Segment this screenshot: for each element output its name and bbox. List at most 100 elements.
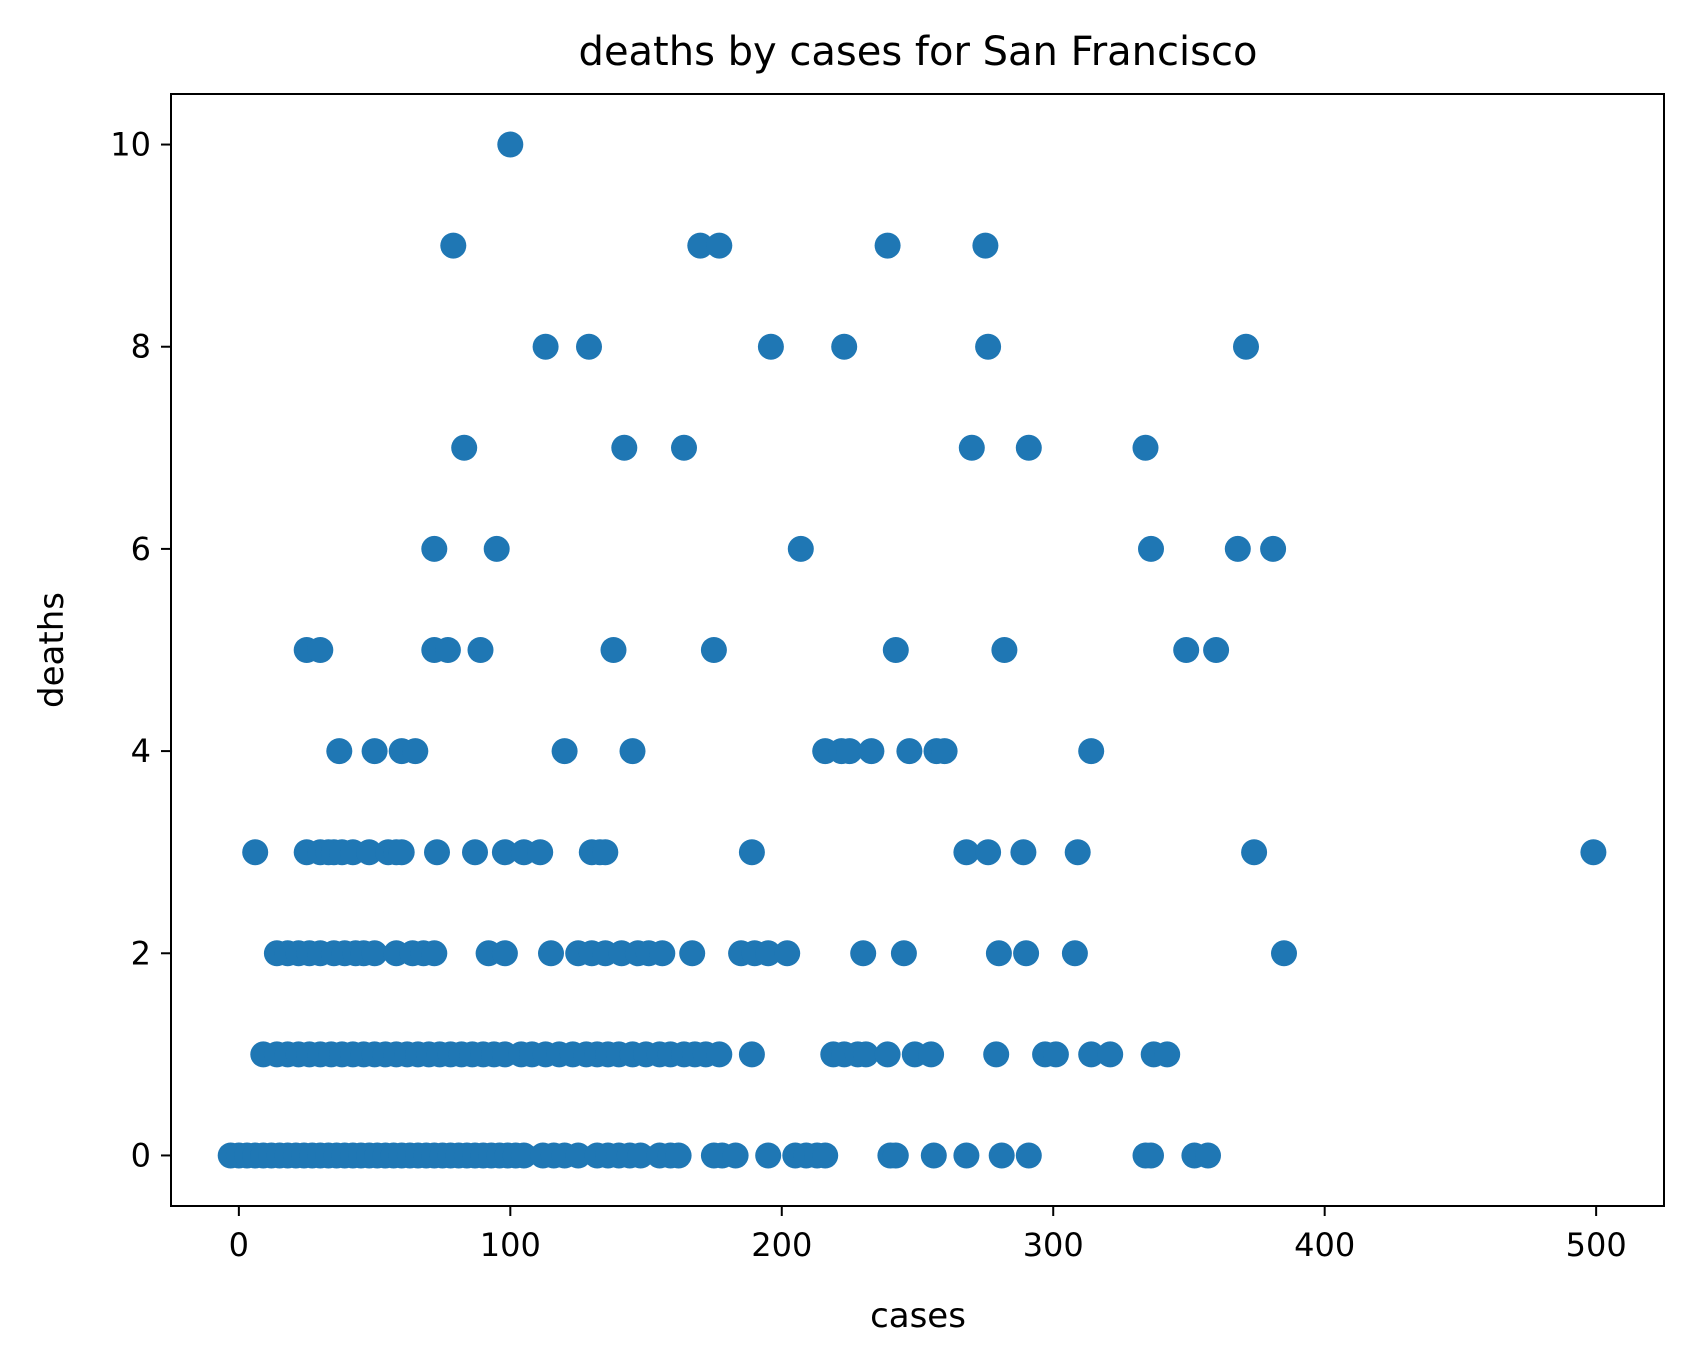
data-point: [565, 1142, 592, 1169]
data-point: [1233, 333, 1259, 360]
data-point: [787, 535, 814, 562]
data-point: [755, 1142, 782, 1169]
data-point: [988, 1142, 1015, 1169]
x-axis: 0 100 200 300 400 500: [229, 1206, 1627, 1264]
data-point: [679, 940, 706, 967]
data-point: [402, 738, 429, 765]
data-point: [890, 940, 917, 967]
data-point: [1580, 839, 1607, 866]
x-axis-title: cases: [870, 1296, 966, 1336]
data-point: [434, 637, 461, 663]
data-point: [1260, 535, 1287, 562]
data-point: [671, 434, 697, 461]
data-point: [918, 1041, 945, 1068]
chart-title: deaths by cases for San Francisco: [579, 29, 1258, 75]
y-tick-label: 4: [131, 732, 151, 770]
data-point: [975, 333, 1002, 360]
data-point: [755, 940, 782, 967]
data-point: [700, 637, 727, 663]
scatter-points: [217, 131, 1607, 1169]
data-point: [774, 940, 801, 967]
y-tick-label: 10: [110, 126, 151, 164]
data-point: [649, 940, 676, 967]
data-point: [1271, 940, 1297, 967]
x-tick-label: 0: [229, 1226, 249, 1264]
data-point: [1173, 637, 1200, 663]
data-point: [551, 738, 578, 765]
y-tick-label: 0: [131, 1136, 151, 1174]
data-point: [812, 1142, 839, 1169]
data-point: [1078, 1041, 1105, 1068]
data-point: [467, 637, 494, 663]
data-point: [722, 1142, 749, 1169]
data-point: [600, 637, 627, 663]
data-point: [1138, 1142, 1164, 1169]
data-point: [882, 1142, 909, 1169]
data-point: [326, 738, 353, 765]
data-point: [991, 637, 1018, 663]
plot-area-frame: [170, 93, 1665, 1207]
x-tick-label: 100: [480, 1226, 541, 1264]
data-point: [483, 535, 510, 562]
data-point: [1078, 738, 1105, 765]
data-point: [491, 839, 518, 866]
data-point: [1154, 1041, 1181, 1068]
y-tick-label: 6: [131, 530, 151, 568]
data-point: [1203, 637, 1230, 663]
data-point: [619, 738, 646, 765]
data-point: [983, 1041, 1010, 1068]
data-point: [421, 940, 448, 967]
data-point: [687, 232, 714, 259]
data-point: [424, 839, 450, 866]
data-point: [576, 333, 602, 360]
data-point: [975, 839, 1002, 866]
data-point: [491, 940, 518, 967]
x-tick-label: 500: [1566, 1226, 1627, 1264]
data-point: [356, 839, 383, 866]
y-tick-label: 8: [131, 328, 151, 366]
y-axis-title: deaths: [32, 592, 72, 708]
data-point: [532, 333, 559, 360]
data-point: [1015, 434, 1042, 461]
data-point: [361, 738, 388, 765]
data-point: [953, 839, 980, 866]
x-tick-label: 200: [751, 1226, 812, 1264]
data-point: [497, 131, 524, 158]
data-point: [1132, 434, 1159, 461]
data-point: [1010, 839, 1037, 866]
data-point: [874, 1041, 901, 1068]
data-point: [1138, 535, 1164, 562]
data-point: [307, 637, 334, 663]
data-point: [985, 940, 1012, 967]
data-point: [882, 637, 909, 663]
data-point: [611, 434, 638, 461]
data-point: [757, 333, 784, 360]
data-point: [440, 232, 467, 259]
data-point: [1015, 1142, 1042, 1169]
data-point: [242, 839, 269, 866]
data-point: [850, 940, 877, 967]
data-point: [953, 1142, 980, 1169]
data-point: [527, 839, 554, 866]
data-point: [1097, 1041, 1124, 1068]
x-tick-label: 400: [1294, 1226, 1355, 1264]
data-point: [627, 1142, 654, 1169]
data-point: [462, 839, 488, 866]
data-point: [1042, 1041, 1069, 1068]
data-point: [738, 839, 765, 866]
data-point: [1224, 535, 1251, 562]
x-tick-label: 300: [1023, 1226, 1084, 1264]
data-point: [958, 434, 985, 461]
data-point: [510, 1142, 537, 1169]
data-point: [1013, 940, 1040, 967]
data-point: [852, 1041, 879, 1068]
data-point: [931, 738, 958, 765]
data-point: [706, 1041, 733, 1068]
data-point: [538, 940, 564, 967]
data-point: [858, 738, 885, 765]
data-point: [896, 738, 923, 765]
data-point: [831, 333, 858, 360]
data-point: [738, 1041, 765, 1068]
data-point: [1195, 1142, 1221, 1169]
